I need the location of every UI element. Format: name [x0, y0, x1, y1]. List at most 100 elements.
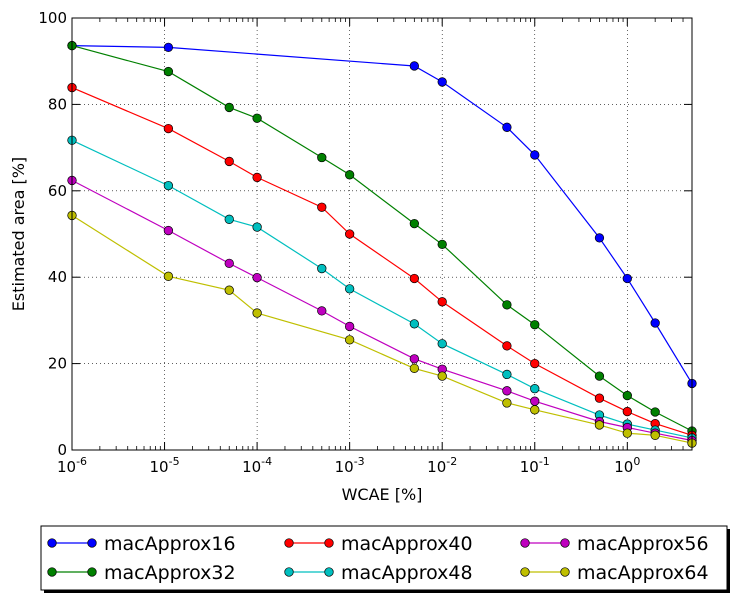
data-point [163, 123, 174, 134]
legend-label: macApprox48 [341, 562, 473, 584]
legend-marker [284, 567, 294, 577]
data-point [530, 150, 540, 160]
data-point [345, 335, 355, 345]
data-point [650, 407, 660, 417]
legend-label: macApprox16 [104, 533, 236, 555]
data-point [594, 393, 605, 403]
series-line [71, 179, 693, 442]
data-point [650, 430, 660, 440]
data-point [317, 263, 327, 274]
series-macApprox16 [67, 40, 697, 389]
data-point [650, 318, 660, 328]
legend-marker [87, 538, 97, 548]
y-tick-label: 40 [48, 268, 67, 286]
data-point [622, 406, 632, 417]
x-tick-label: 10-3 [335, 455, 365, 476]
legend-item: macApprox32 [47, 562, 236, 584]
data-point [317, 306, 327, 316]
series-macApprox32 [67, 40, 697, 436]
data-point [163, 271, 174, 281]
legend-marker [324, 538, 334, 548]
legend: macApprox16 macApprox32 macApprox40 macAppr… [40, 525, 730, 593]
data-point [252, 172, 262, 183]
data-point [224, 102, 234, 113]
legend-items: macApprox16 macApprox32 macApprox40 macAppr… [47, 533, 709, 584]
data-point [530, 358, 540, 369]
series-macApprox40 [67, 82, 697, 440]
series-layer [67, 40, 697, 448]
data-point [163, 180, 174, 191]
legend-marker [520, 538, 530, 548]
data-point [409, 61, 419, 71]
y-axis-title: Estimated area [%] [9, 157, 28, 311]
data-point [409, 319, 419, 329]
y-tick-label: 60 [48, 182, 67, 200]
data-point [594, 371, 605, 381]
data-point [437, 297, 447, 307]
data-point [622, 273, 632, 284]
data-point [502, 398, 512, 408]
series-line [71, 214, 693, 444]
data-point [530, 384, 540, 394]
y-tick-label: 20 [48, 355, 67, 373]
x-tick-label: 10-1 [520, 455, 550, 476]
data-point [252, 222, 262, 232]
data-point [530, 320, 540, 330]
data-point [502, 369, 512, 380]
data-point [224, 258, 234, 269]
data-point [409, 354, 419, 364]
legend-marker [560, 538, 570, 548]
data-point [252, 272, 262, 283]
legend-marker [47, 567, 57, 577]
data-point [224, 156, 234, 167]
legend-marker [87, 567, 97, 577]
data-point [317, 152, 327, 163]
data-point [409, 363, 419, 374]
data-point [622, 428, 632, 438]
legend-label: macApprox64 [577, 562, 709, 584]
data-point [345, 284, 355, 294]
data-point [409, 218, 419, 229]
data-point [163, 225, 174, 236]
plot-frame [71, 17, 693, 451]
legend-marker [47, 538, 57, 548]
tick-layer: 10-6 10-5 10-4 10-3 10-2 10-1 100 0 20 40 60 80 100 [38, 9, 693, 476]
data-point [594, 420, 605, 430]
legend-marker [324, 567, 334, 577]
data-point [502, 122, 512, 132]
legend-box [40, 525, 728, 591]
data-point [224, 214, 234, 224]
series-line [71, 45, 693, 384]
data-point [345, 170, 355, 180]
legend-item: macApprox16 [47, 533, 236, 555]
data-point [437, 239, 447, 250]
legend-item: macApprox64 [520, 562, 709, 584]
data-point [502, 300, 512, 310]
x-axis-title: WCAE [%] [342, 485, 423, 504]
data-point [502, 386, 512, 396]
legend-marker [284, 538, 294, 548]
x-tick-label: 10-2 [427, 455, 457, 476]
data-point [530, 405, 540, 415]
x-tick-label: 100 [614, 455, 640, 476]
data-point [252, 113, 262, 123]
legend-label: macApprox56 [577, 533, 709, 555]
data-point [163, 42, 174, 53]
series-line [71, 45, 693, 432]
legend-label: macApprox32 [104, 562, 236, 584]
data-point [317, 202, 327, 212]
x-tick-label: 10-5 [150, 455, 180, 476]
data-point [224, 285, 234, 295]
data-point [409, 273, 419, 284]
data-point [622, 390, 632, 401]
y-tick-label: 80 [48, 95, 67, 113]
data-point [437, 371, 447, 381]
legend-marker [520, 567, 530, 577]
data-point [502, 341, 512, 351]
data-point [437, 77, 447, 87]
legend-item: macApprox56 [520, 533, 709, 555]
data-point [345, 321, 355, 332]
x-tick-label: 10-4 [242, 455, 272, 476]
legend-item: macApprox40 [284, 533, 473, 555]
